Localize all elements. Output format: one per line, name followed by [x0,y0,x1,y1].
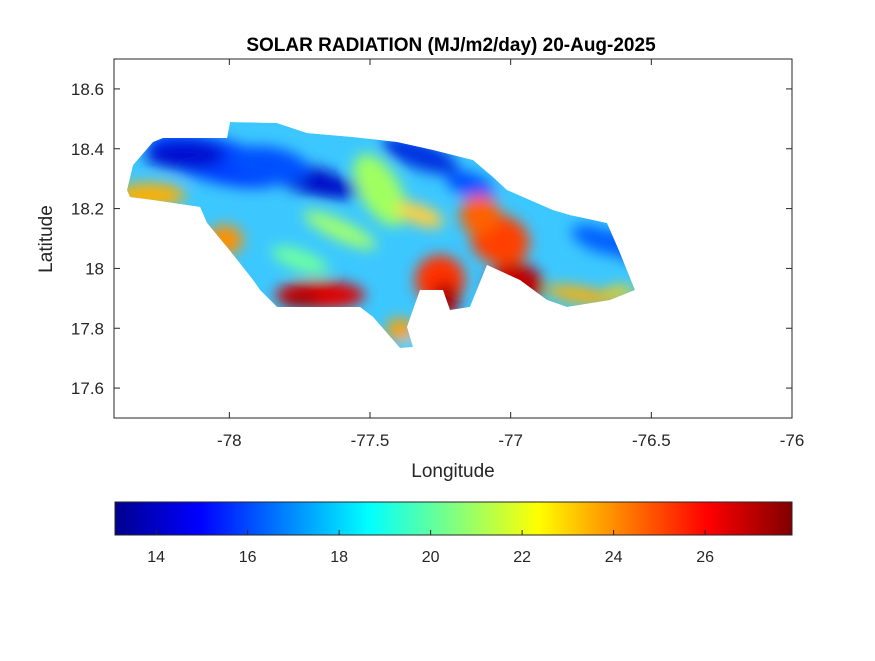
colorbar-tick-label: 14 [147,549,165,566]
x-tick-label: -77 [498,431,523,450]
x-tick-label: -76 [780,431,805,450]
colorbar-tick-label: 24 [605,549,623,566]
x-axis-label: Longitude [411,461,494,482]
y-tick-label: 18.4 [71,140,104,159]
colorbar-tick-label: 18 [330,549,348,566]
heatmap-region [571,224,629,256]
y-tick-label: 18 [85,259,104,278]
y-tick-label: 18.6 [71,80,104,99]
heatmap-region [386,318,414,342]
heatmap-region [230,145,310,185]
y-tick-label: 17.8 [71,319,104,338]
heatmap-map [127,122,635,348]
heatmap-region [545,285,615,305]
x-tick-label: -78 [217,431,242,450]
y-tick-label: 18.2 [71,200,104,219]
heatmap-region [396,202,444,228]
heatmap-region [145,141,225,169]
colorbar-tick-label: 26 [696,549,714,566]
colorbar [114,501,793,536]
colorbar-tick-label: 20 [422,549,440,566]
colorbar-tick-label: 16 [239,549,257,566]
heatmap-region [446,170,494,200]
heatmap-region [382,136,458,174]
x-tick-label: -77.5 [351,431,390,450]
heatmap-region [303,210,377,250]
heatmap-region [280,292,320,308]
heatmap-region [460,195,500,235]
colorbar-tick-label: 22 [513,549,531,566]
heatmap-region [353,153,407,227]
heatmap-region [271,246,329,274]
y-axis-label: Latitude [36,205,57,273]
x-tick-label: -76.5 [632,431,671,450]
y-tick-label: 17.6 [71,379,104,398]
chart-title: SOLAR RADIATION (MJ/m2/day) 20-Aug-2025 [246,35,656,56]
